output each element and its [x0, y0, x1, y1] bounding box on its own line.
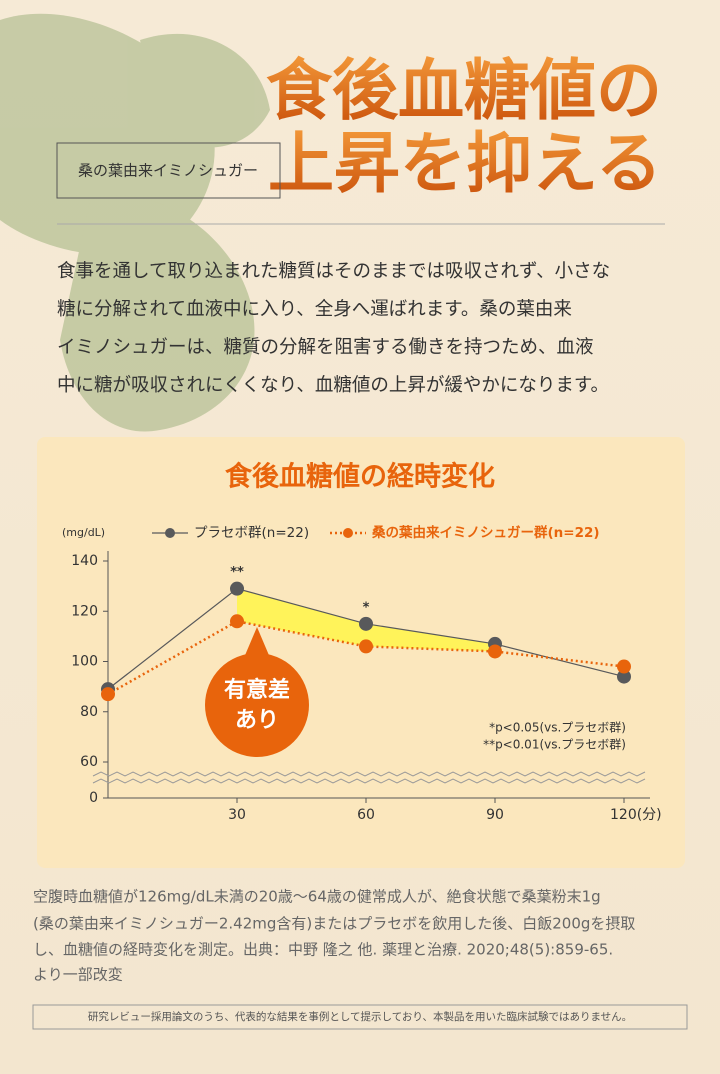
- body-line: イミノシュガーは、糖質の分解を阻害する働きを持つため、血液: [57, 337, 594, 358]
- y-tick-label: 120: [71, 603, 98, 619]
- footnote: 空腹時血糖値が126mg/dL未満の20歳～64歳の健常成人が、絶食状態で桑葉粉…: [33, 888, 635, 984]
- tag-box: [56, 142, 281, 199]
- headline: 上昇を抑える: [268, 125, 662, 202]
- x-tick-label: 120(分): [610, 807, 662, 823]
- x-tick-label: 90: [486, 807, 504, 823]
- callout-label: 有意差: [224, 677, 290, 703]
- data-point: [359, 616, 373, 631]
- leaf-decoration: [0, 13, 270, 432]
- footnote-line: より一部改変: [33, 966, 123, 984]
- y-tick-label: 100: [71, 654, 98, 670]
- callout-pointer: [243, 627, 271, 660]
- headline: 食後血糖値の: [266, 52, 662, 129]
- callout: [205, 653, 309, 757]
- footnote-line: (桑の葉由来イミノシュガー2.42mg含有)またはプラセボを飲用した後、白飯20…: [33, 915, 635, 933]
- legend-label: プラセボ群(n=22): [194, 525, 309, 541]
- legend-marker: [343, 528, 353, 538]
- y-axis-label: (mg/dL): [62, 526, 105, 539]
- footnote-line: 空腹時血糖値が126mg/dL未満の20歳～64歳の健常成人が、絶食状態で桑葉粉…: [33, 888, 601, 906]
- disclaimer: 研究レビュー採用論文のうち、代表的な結果を事例として提示しており、本製品を用いた…: [88, 1010, 632, 1023]
- y-tick-label: 80: [80, 704, 98, 720]
- difference-area: [237, 588, 495, 652]
- x-tick-label: 60: [357, 807, 375, 823]
- legend-marker: [165, 528, 175, 538]
- note: *p<0.05(vs.プラセボ群): [489, 721, 626, 735]
- axis-break: [92, 778, 646, 784]
- callout-label: あり: [235, 708, 279, 733]
- significance-mark: *: [363, 600, 370, 615]
- data-point: [617, 659, 631, 674]
- tag: 桑の葉由来イミノシュガー: [78, 162, 258, 180]
- body-text: 食事を通して取り込まれた糖質はそのままでは吸収されず、小さな 糖に分解されて血液…: [57, 261, 610, 396]
- series-line: [107, 619, 625, 696]
- body-line: 糖に分解されて血液中に入り、全身へ運ばれます。桑の葉由来: [57, 299, 572, 320]
- disclaimer-box: [32, 1004, 688, 1030]
- body-line: 食事を通して取り込まれた糖質はそのままでは吸収されず、小さな: [57, 261, 610, 282]
- y-tick-label: 140: [71, 553, 98, 569]
- data-point: [488, 644, 502, 659]
- y-tick-label: 0: [89, 790, 98, 806]
- axis-break: [92, 771, 646, 777]
- chart-panel: [37, 437, 685, 868]
- y-tick-label: 60: [80, 754, 98, 770]
- data-point: [359, 639, 373, 654]
- legend-label: 桑の葉由来イミノシュガー群(n=22): [372, 524, 600, 541]
- footnote-line: し、血糖値の経時変化を測定。出典：中野 隆之 他. 薬理と治療. 2020;48…: [33, 941, 613, 959]
- note: **p<0.01(vs.プラセボ群): [483, 738, 626, 752]
- chart-title: 食後血糖値の経時変化: [225, 461, 495, 493]
- x-tick-label: 30: [228, 807, 246, 823]
- body-line: 中に糖が吸収されにくくなり、血糖値の上昇が緩やかになります。: [57, 375, 609, 396]
- data-point: [230, 581, 244, 596]
- data-point: [617, 669, 631, 684]
- data-point: [230, 614, 244, 629]
- data-point: [101, 687, 115, 702]
- significance-mark: **: [230, 565, 244, 580]
